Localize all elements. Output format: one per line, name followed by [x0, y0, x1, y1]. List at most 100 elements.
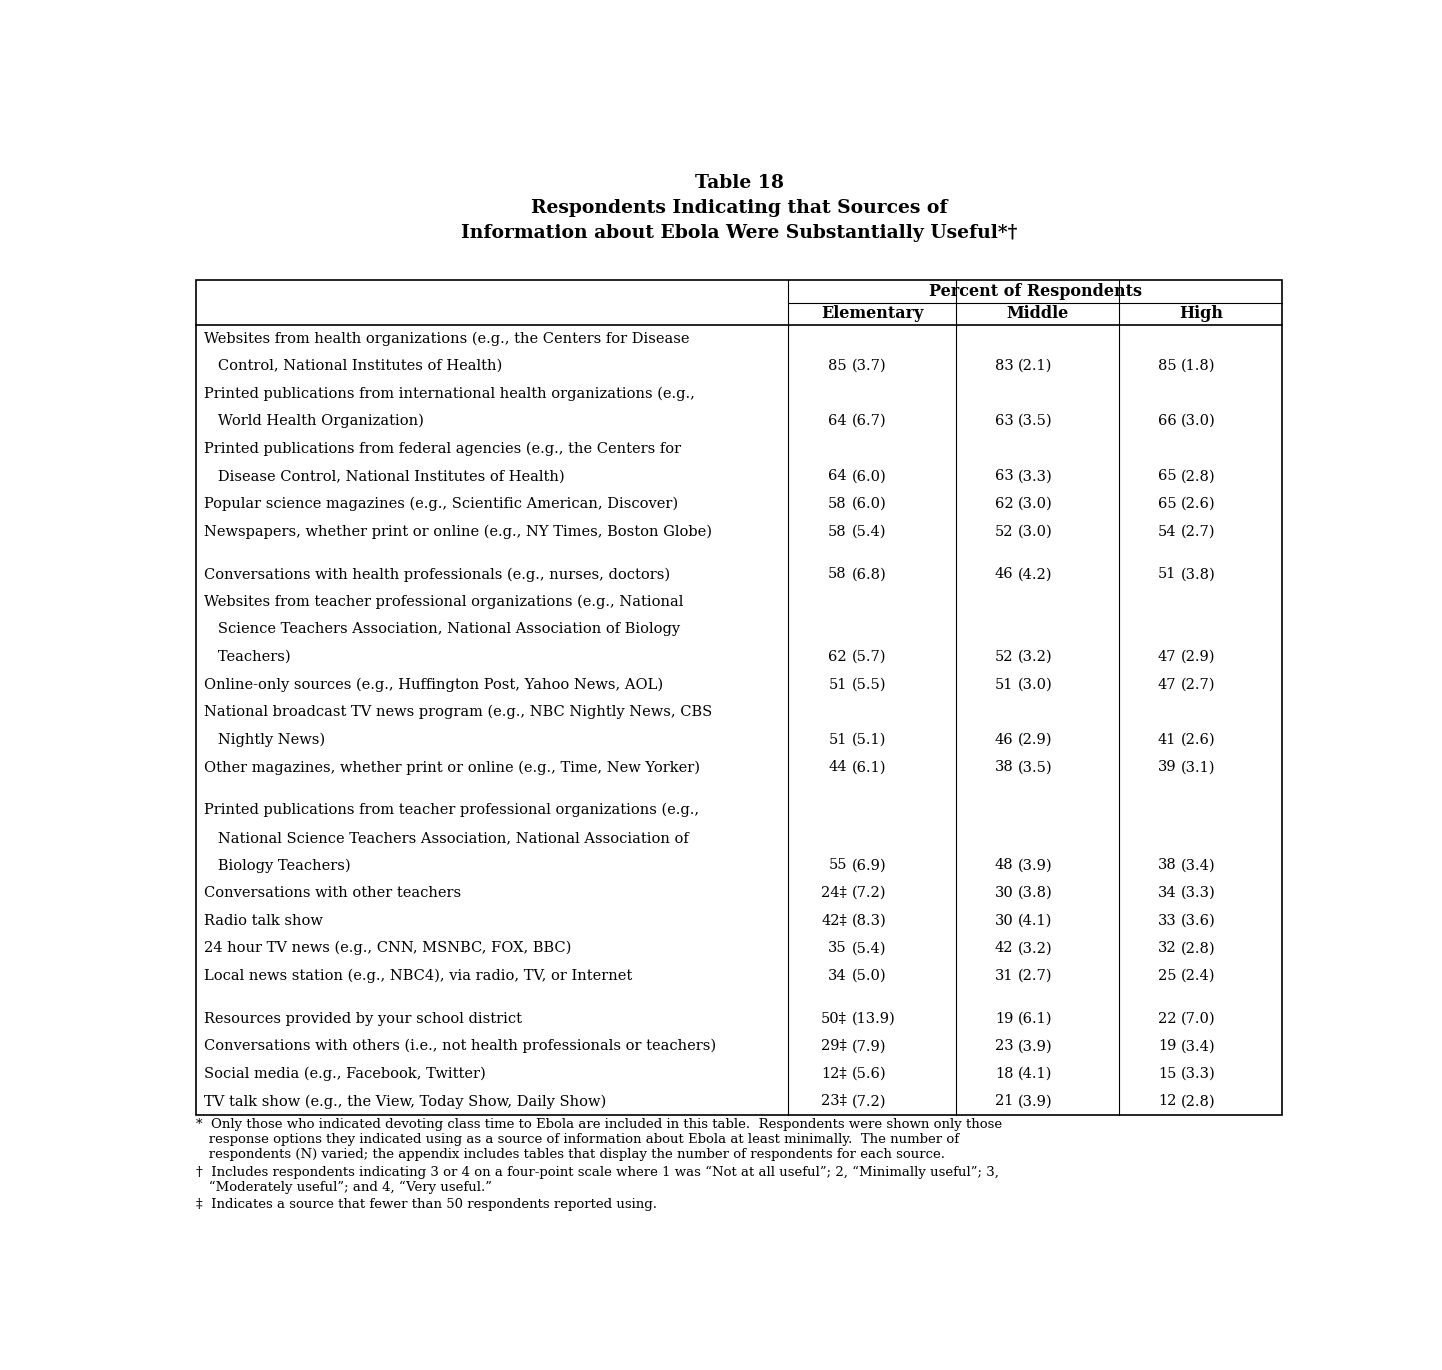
Text: (5.5): (5.5) [852, 678, 887, 692]
Text: ‡  Indicates a source that fewer than 50 respondents reported using.: ‡ Indicates a source that fewer than 50 … [196, 1199, 656, 1211]
Text: (3.0): (3.0) [1181, 414, 1216, 429]
Text: Biology Teachers): Biology Teachers) [203, 858, 350, 873]
Text: *  Only those who indicated devoting class time to Ebola are included in this ta: * Only those who indicated devoting clas… [196, 1118, 1002, 1132]
Text: Printed publications from international health organizations (e.g.,: Printed publications from international … [203, 386, 695, 401]
Text: Table 18: Table 18 [695, 174, 783, 192]
Text: (3.4): (3.4) [1181, 859, 1216, 873]
Text: (3.9): (3.9) [1018, 859, 1053, 873]
Text: (5.6): (5.6) [852, 1067, 887, 1081]
Text: (2.7): (2.7) [1181, 678, 1216, 692]
Text: 55: 55 [828, 859, 846, 873]
Text: (2.7): (2.7) [1018, 969, 1053, 982]
Text: (3.5): (3.5) [1018, 760, 1053, 774]
Text: (4.1): (4.1) [1018, 1067, 1053, 1081]
Text: (6.9): (6.9) [852, 859, 887, 873]
Text: (7.2): (7.2) [852, 1095, 887, 1108]
Text: World Health Organization): World Health Organization) [203, 414, 424, 429]
Text: 19: 19 [995, 1011, 1014, 1026]
Text: (5.1): (5.1) [852, 733, 887, 747]
Text: 31: 31 [995, 969, 1014, 982]
Text: (7.9): (7.9) [852, 1040, 887, 1054]
Text: 35: 35 [828, 941, 846, 955]
Text: Science Teachers Association, National Association of Biology: Science Teachers Association, National A… [203, 622, 679, 637]
Text: 58: 58 [828, 497, 846, 511]
Text: (2.9): (2.9) [1018, 733, 1053, 747]
Text: 12‡: 12‡ [822, 1067, 846, 1081]
Text: Conversations with others (i.e., not health professionals or teachers): Conversations with others (i.e., not hea… [203, 1038, 715, 1054]
Text: (3.7): (3.7) [852, 359, 887, 373]
Text: 47: 47 [1158, 678, 1177, 692]
Text: 15: 15 [1158, 1067, 1177, 1081]
Text: Conversations with other teachers: Conversations with other teachers [203, 886, 460, 900]
Text: 32: 32 [1158, 941, 1177, 955]
Text: (7.2): (7.2) [852, 886, 887, 900]
Text: Control, National Institutes of Health): Control, National Institutes of Health) [203, 359, 502, 373]
Text: 83: 83 [995, 359, 1014, 373]
Text: 25: 25 [1158, 969, 1177, 982]
Text: National broadcast TV news program (e.g., NBC Nightly News, CBS: National broadcast TV news program (e.g.… [203, 706, 712, 719]
Text: (4.1): (4.1) [1018, 914, 1053, 927]
Text: 24‡: 24‡ [820, 886, 846, 900]
Text: (3.9): (3.9) [1018, 1040, 1053, 1054]
Text: 52: 52 [995, 651, 1014, 664]
Text: response options they indicated using as a source of information about Ebola at : response options they indicated using as… [196, 1133, 959, 1147]
Text: (6.1): (6.1) [1018, 1011, 1053, 1026]
Text: (3.8): (3.8) [1181, 567, 1216, 581]
Text: (1.8): (1.8) [1181, 359, 1216, 373]
Text: Printed publications from teacher professional organizations (e.g.,: Printed publications from teacher profes… [203, 803, 698, 818]
Text: (5.4): (5.4) [852, 525, 887, 538]
Text: (3.3): (3.3) [1018, 470, 1053, 484]
Text: (3.9): (3.9) [1018, 1095, 1053, 1108]
Text: Websites from health organizations (e.g., the Centers for Disease: Websites from health organizations (e.g.… [203, 332, 689, 345]
Text: 62: 62 [828, 651, 846, 664]
Text: (3.3): (3.3) [1181, 886, 1216, 900]
Text: 65: 65 [1158, 470, 1177, 484]
Text: (2.9): (2.9) [1181, 651, 1216, 664]
Text: (3.8): (3.8) [1018, 886, 1053, 900]
Text: 65: 65 [1158, 497, 1177, 511]
Text: Radio talk show: Radio talk show [203, 914, 323, 927]
Text: 33: 33 [1158, 914, 1177, 927]
Text: 18: 18 [995, 1067, 1014, 1081]
Text: Nightly News): Nightly News) [203, 733, 324, 747]
Text: 64: 64 [828, 470, 846, 484]
Text: 38: 38 [995, 760, 1014, 774]
Text: 58: 58 [828, 525, 846, 538]
Text: 44: 44 [828, 760, 846, 774]
Text: (2.8): (2.8) [1181, 1095, 1216, 1108]
Text: (3.6): (3.6) [1181, 914, 1216, 927]
Text: Disease Control, National Institutes of Health): Disease Control, National Institutes of … [203, 470, 564, 484]
Text: Respondents Indicating that Sources of: Respondents Indicating that Sources of [531, 199, 947, 216]
Text: (6.7): (6.7) [852, 414, 887, 429]
Text: Elementary: Elementary [820, 306, 923, 322]
Text: 46: 46 [995, 567, 1014, 581]
Text: (6.0): (6.0) [852, 497, 887, 511]
Text: (3.4): (3.4) [1181, 1040, 1216, 1054]
Text: (2.6): (2.6) [1181, 497, 1216, 511]
Text: 62: 62 [995, 497, 1014, 511]
Text: (6.0): (6.0) [852, 470, 887, 484]
Text: 34: 34 [1158, 886, 1177, 900]
Text: (2.4): (2.4) [1181, 969, 1216, 982]
Text: (2.1): (2.1) [1018, 359, 1053, 373]
Text: 85: 85 [828, 359, 846, 373]
Text: Newspapers, whether print or online (e.g., NY Times, Boston Globe): Newspapers, whether print or online (e.g… [203, 525, 711, 538]
Text: (5.0): (5.0) [852, 969, 887, 982]
Text: (2.8): (2.8) [1181, 470, 1216, 484]
Text: (3.0): (3.0) [1018, 678, 1053, 692]
Bar [196, 279, 1282, 1115]
Text: Websites from teacher professional organizations (e.g., National: Websites from teacher professional organ… [203, 595, 684, 610]
Text: Teachers): Teachers) [203, 651, 290, 664]
Text: 12: 12 [1158, 1095, 1177, 1108]
Text: 66: 66 [1158, 414, 1177, 429]
Text: 30: 30 [995, 914, 1014, 927]
Text: (4.2): (4.2) [1018, 567, 1053, 581]
Text: 54: 54 [1158, 525, 1177, 538]
Text: (8.3): (8.3) [852, 914, 887, 927]
Text: (5.7): (5.7) [852, 651, 887, 664]
Text: National Science Teachers Association, National Association of: National Science Teachers Association, N… [203, 830, 688, 845]
Text: 52: 52 [995, 525, 1014, 538]
Text: 64: 64 [828, 414, 846, 429]
Text: 46: 46 [995, 733, 1014, 747]
Text: 48: 48 [995, 859, 1014, 873]
